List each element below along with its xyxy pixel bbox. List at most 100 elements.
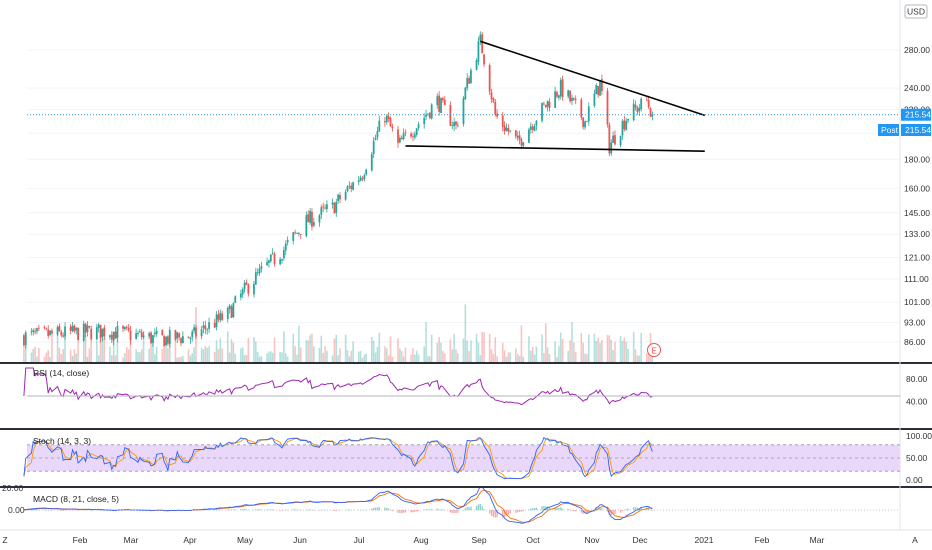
macd-hist-bar — [294, 509, 296, 511]
trendline[interactable] — [405, 145, 705, 152]
macd-hist-bar — [399, 510, 401, 514]
macd-hist-bar — [232, 509, 235, 511]
volume-bar — [99, 331, 102, 362]
candle-body — [82, 323, 85, 341]
candle-body — [638, 107, 641, 112]
macd-hist-bar — [378, 507, 380, 511]
candle-body — [464, 87, 467, 100]
pane-separators[interactable] — [0, 362, 932, 488]
volume-bar — [294, 346, 296, 362]
time-tick-label: 2021 — [695, 535, 714, 545]
price-tick-label: 86.00 — [904, 337, 926, 347]
macd-hist-bar — [242, 509, 244, 511]
currency-badge[interactable]: USD — [904, 4, 928, 19]
volume-bar — [122, 357, 124, 362]
candle-body — [387, 116, 390, 119]
volume-bar — [361, 357, 364, 362]
volume-bar — [428, 356, 431, 362]
macd-axis: 20.00 0.00 — [2, 483, 900, 515]
candle-body — [440, 98, 442, 113]
volume-bar — [273, 337, 276, 362]
volume-bar — [204, 346, 207, 362]
volume-bar — [135, 349, 137, 362]
macd-hist-bar — [268, 509, 270, 511]
volume-bar — [339, 348, 341, 362]
volume-bar — [110, 355, 113, 362]
volume-bar — [599, 342, 601, 362]
volume-bar — [612, 350, 614, 362]
post-price-value: 215.54 — [905, 125, 931, 135]
candle-body — [228, 305, 231, 309]
candle-body — [322, 206, 325, 208]
volume-bar — [567, 350, 570, 362]
macd-hist-bar — [384, 507, 386, 511]
volume-bar — [374, 352, 377, 362]
candle-body — [202, 325, 205, 329]
candle-body — [320, 207, 323, 215]
macd-hist-bar — [217, 509, 220, 511]
macd-hist-bar — [520, 510, 523, 512]
candle-body — [468, 78, 470, 84]
price-tick-label: 160.00 — [904, 183, 930, 193]
macd-hist-bar — [647, 508, 650, 511]
candle-body — [167, 336, 169, 344]
candle-body — [86, 325, 89, 332]
volume-bar — [346, 349, 349, 362]
candle-body — [208, 322, 210, 329]
macd-label[interactable]: MACD (8, 21, close, 5) — [33, 494, 119, 504]
rsi-label[interactable]: RSI (14, close) — [33, 368, 89, 378]
candle-body — [241, 288, 244, 295]
volume-bar — [256, 352, 259, 362]
volume-bar — [415, 350, 418, 362]
candle-body — [453, 122, 456, 127]
candle-body — [533, 125, 536, 131]
candle-body — [374, 138, 377, 140]
price-candles[interactable] — [22, 31, 654, 349]
volume-bar — [180, 356, 182, 362]
candle-body — [103, 327, 106, 337]
volume-bar — [137, 351, 139, 362]
candle-body — [370, 154, 373, 171]
volume-bar — [161, 349, 164, 362]
volume-bar — [397, 338, 399, 362]
price-tick-label: 133.00 — [904, 229, 930, 239]
macd-hist-bar — [621, 510, 624, 511]
volume-bar — [535, 346, 538, 362]
time-axis[interactable]: Z Feb Mar Apr May Jun Jul Aug Sep Oct Nov Dec 2021 Fe… — [2, 535, 918, 545]
volume-bar — [344, 334, 347, 362]
candle-body — [535, 120, 538, 126]
candle-body — [215, 314, 218, 327]
volume-bar — [311, 333, 313, 362]
stoch-label[interactable]: Stoch (14, 3, 3) — [33, 436, 91, 446]
macd-hist-bar — [509, 510, 511, 514]
price-tick-label: 280.00 — [904, 45, 930, 55]
candle-body — [599, 79, 601, 96]
volume-bar — [191, 353, 194, 362]
macd-hist-bar — [208, 509, 210, 511]
volume-bar — [468, 351, 470, 362]
volume-bar — [561, 339, 564, 362]
candle-body — [572, 97, 575, 100]
stoch-k-line — [23, 436, 653, 480]
candle-body — [161, 329, 164, 336]
volume-bar — [490, 349, 493, 362]
volume-bar — [333, 338, 336, 362]
candle-body — [150, 332, 152, 343]
candle-body — [58, 326, 61, 332]
candle-body — [51, 330, 53, 334]
candle-body — [318, 215, 321, 223]
candle-body — [348, 185, 351, 187]
volume-bar — [32, 348, 35, 362]
candle-body — [101, 328, 104, 337]
trendline[interactable] — [480, 40, 706, 117]
macd-hist-bar — [468, 507, 470, 511]
earnings-marker[interactable]: E — [647, 343, 661, 357]
volume-bar — [269, 351, 272, 362]
volume-bar — [82, 338, 85, 362]
trendlines[interactable] — [405, 40, 706, 152]
macd-hist-bar — [515, 510, 517, 513]
candle-body — [636, 107, 639, 113]
price-tick-label: 93.00 — [904, 318, 926, 328]
candle-body — [266, 262, 268, 266]
